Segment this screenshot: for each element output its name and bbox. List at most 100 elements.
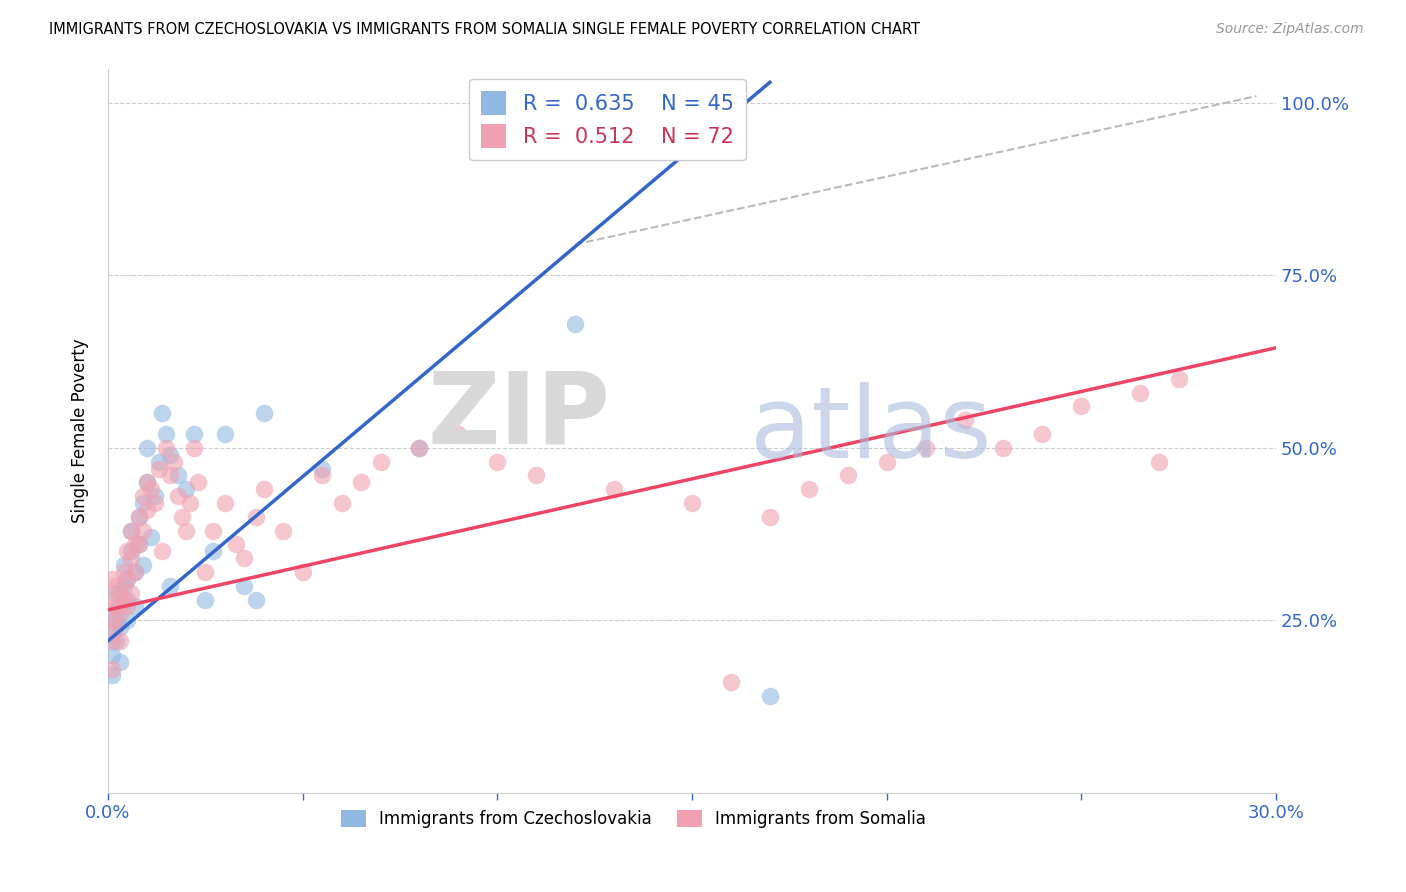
Point <box>124 599 146 614</box>
Point <box>124 565 146 579</box>
Point <box>120 544 142 558</box>
Text: ZIP: ZIP <box>427 368 610 465</box>
Point <box>311 468 333 483</box>
Point <box>117 592 139 607</box>
Point <box>108 599 131 614</box>
Point <box>124 537 146 551</box>
Point <box>214 427 236 442</box>
Point <box>101 634 124 648</box>
Point <box>101 607 124 621</box>
Point <box>953 413 976 427</box>
Legend: Immigrants from Czechoslovakia, Immigrants from Somalia: Immigrants from Czechoslovakia, Immigran… <box>335 804 934 835</box>
Point <box>117 613 139 627</box>
Point <box>101 572 124 586</box>
Point <box>1129 385 1152 400</box>
Point <box>143 489 166 503</box>
Point <box>233 551 256 566</box>
Point <box>1031 427 1053 442</box>
Point <box>148 455 170 469</box>
Point <box>132 524 155 538</box>
Point <box>139 482 162 496</box>
Point <box>291 565 314 579</box>
Point <box>101 592 124 607</box>
Point <box>486 455 509 469</box>
Point <box>993 441 1015 455</box>
Point <box>101 613 124 627</box>
Point <box>524 468 547 483</box>
Text: IMMIGRANTS FROM CZECHOSLOVAKIA VS IMMIGRANTS FROM SOMALIA SINGLE FEMALE POVERTY : IMMIGRANTS FROM CZECHOSLOVAKIA VS IMMIGR… <box>49 22 920 37</box>
Point <box>101 627 124 641</box>
Point <box>170 509 193 524</box>
Point <box>167 489 190 503</box>
Point <box>108 620 131 634</box>
Point <box>104 613 127 627</box>
Point <box>837 468 859 483</box>
Point <box>1070 400 1092 414</box>
Point <box>128 509 150 524</box>
Point <box>112 592 135 607</box>
Point <box>112 558 135 572</box>
Point <box>159 468 181 483</box>
Point <box>117 544 139 558</box>
Point <box>759 689 782 703</box>
Point <box>408 441 430 455</box>
Point <box>233 579 256 593</box>
Point <box>271 524 294 538</box>
Point <box>104 579 127 593</box>
Point <box>128 537 150 551</box>
Point <box>132 558 155 572</box>
Point <box>225 537 247 551</box>
Point <box>876 455 898 469</box>
Point <box>108 585 131 599</box>
Point <box>124 565 146 579</box>
Point <box>202 544 225 558</box>
Point <box>135 503 157 517</box>
Point <box>245 509 267 524</box>
Point <box>117 599 139 614</box>
Point <box>135 441 157 455</box>
Point <box>163 455 186 469</box>
Point <box>183 427 205 442</box>
Point <box>132 489 155 503</box>
Point <box>108 607 131 621</box>
Text: atlas: atlas <box>751 382 993 479</box>
Point <box>148 461 170 475</box>
Point <box>152 406 174 420</box>
Point <box>104 599 127 614</box>
Point <box>797 482 820 496</box>
Point <box>108 655 131 669</box>
Point <box>759 509 782 524</box>
Point <box>253 482 276 496</box>
Point <box>914 441 936 455</box>
Point <box>183 441 205 455</box>
Point <box>564 317 586 331</box>
Point <box>143 496 166 510</box>
Y-axis label: Single Female Poverty: Single Female Poverty <box>72 338 89 523</box>
Point <box>311 461 333 475</box>
Point <box>104 634 127 648</box>
Point <box>120 524 142 538</box>
Point <box>112 579 135 593</box>
Point <box>167 468 190 483</box>
Point <box>186 475 208 490</box>
Point <box>603 482 626 496</box>
Point <box>174 524 197 538</box>
Point <box>214 496 236 510</box>
Point <box>128 509 150 524</box>
Point <box>155 427 177 442</box>
Point <box>330 496 353 510</box>
Point <box>370 455 392 469</box>
Point <box>155 441 177 455</box>
Point <box>120 585 142 599</box>
Point <box>408 441 430 455</box>
Point <box>112 565 135 579</box>
Point <box>101 648 124 662</box>
Point <box>194 565 217 579</box>
Point <box>104 585 127 599</box>
Point <box>159 448 181 462</box>
Point <box>720 675 742 690</box>
Point <box>139 531 162 545</box>
Point <box>117 572 139 586</box>
Point <box>245 592 267 607</box>
Point <box>120 524 142 538</box>
